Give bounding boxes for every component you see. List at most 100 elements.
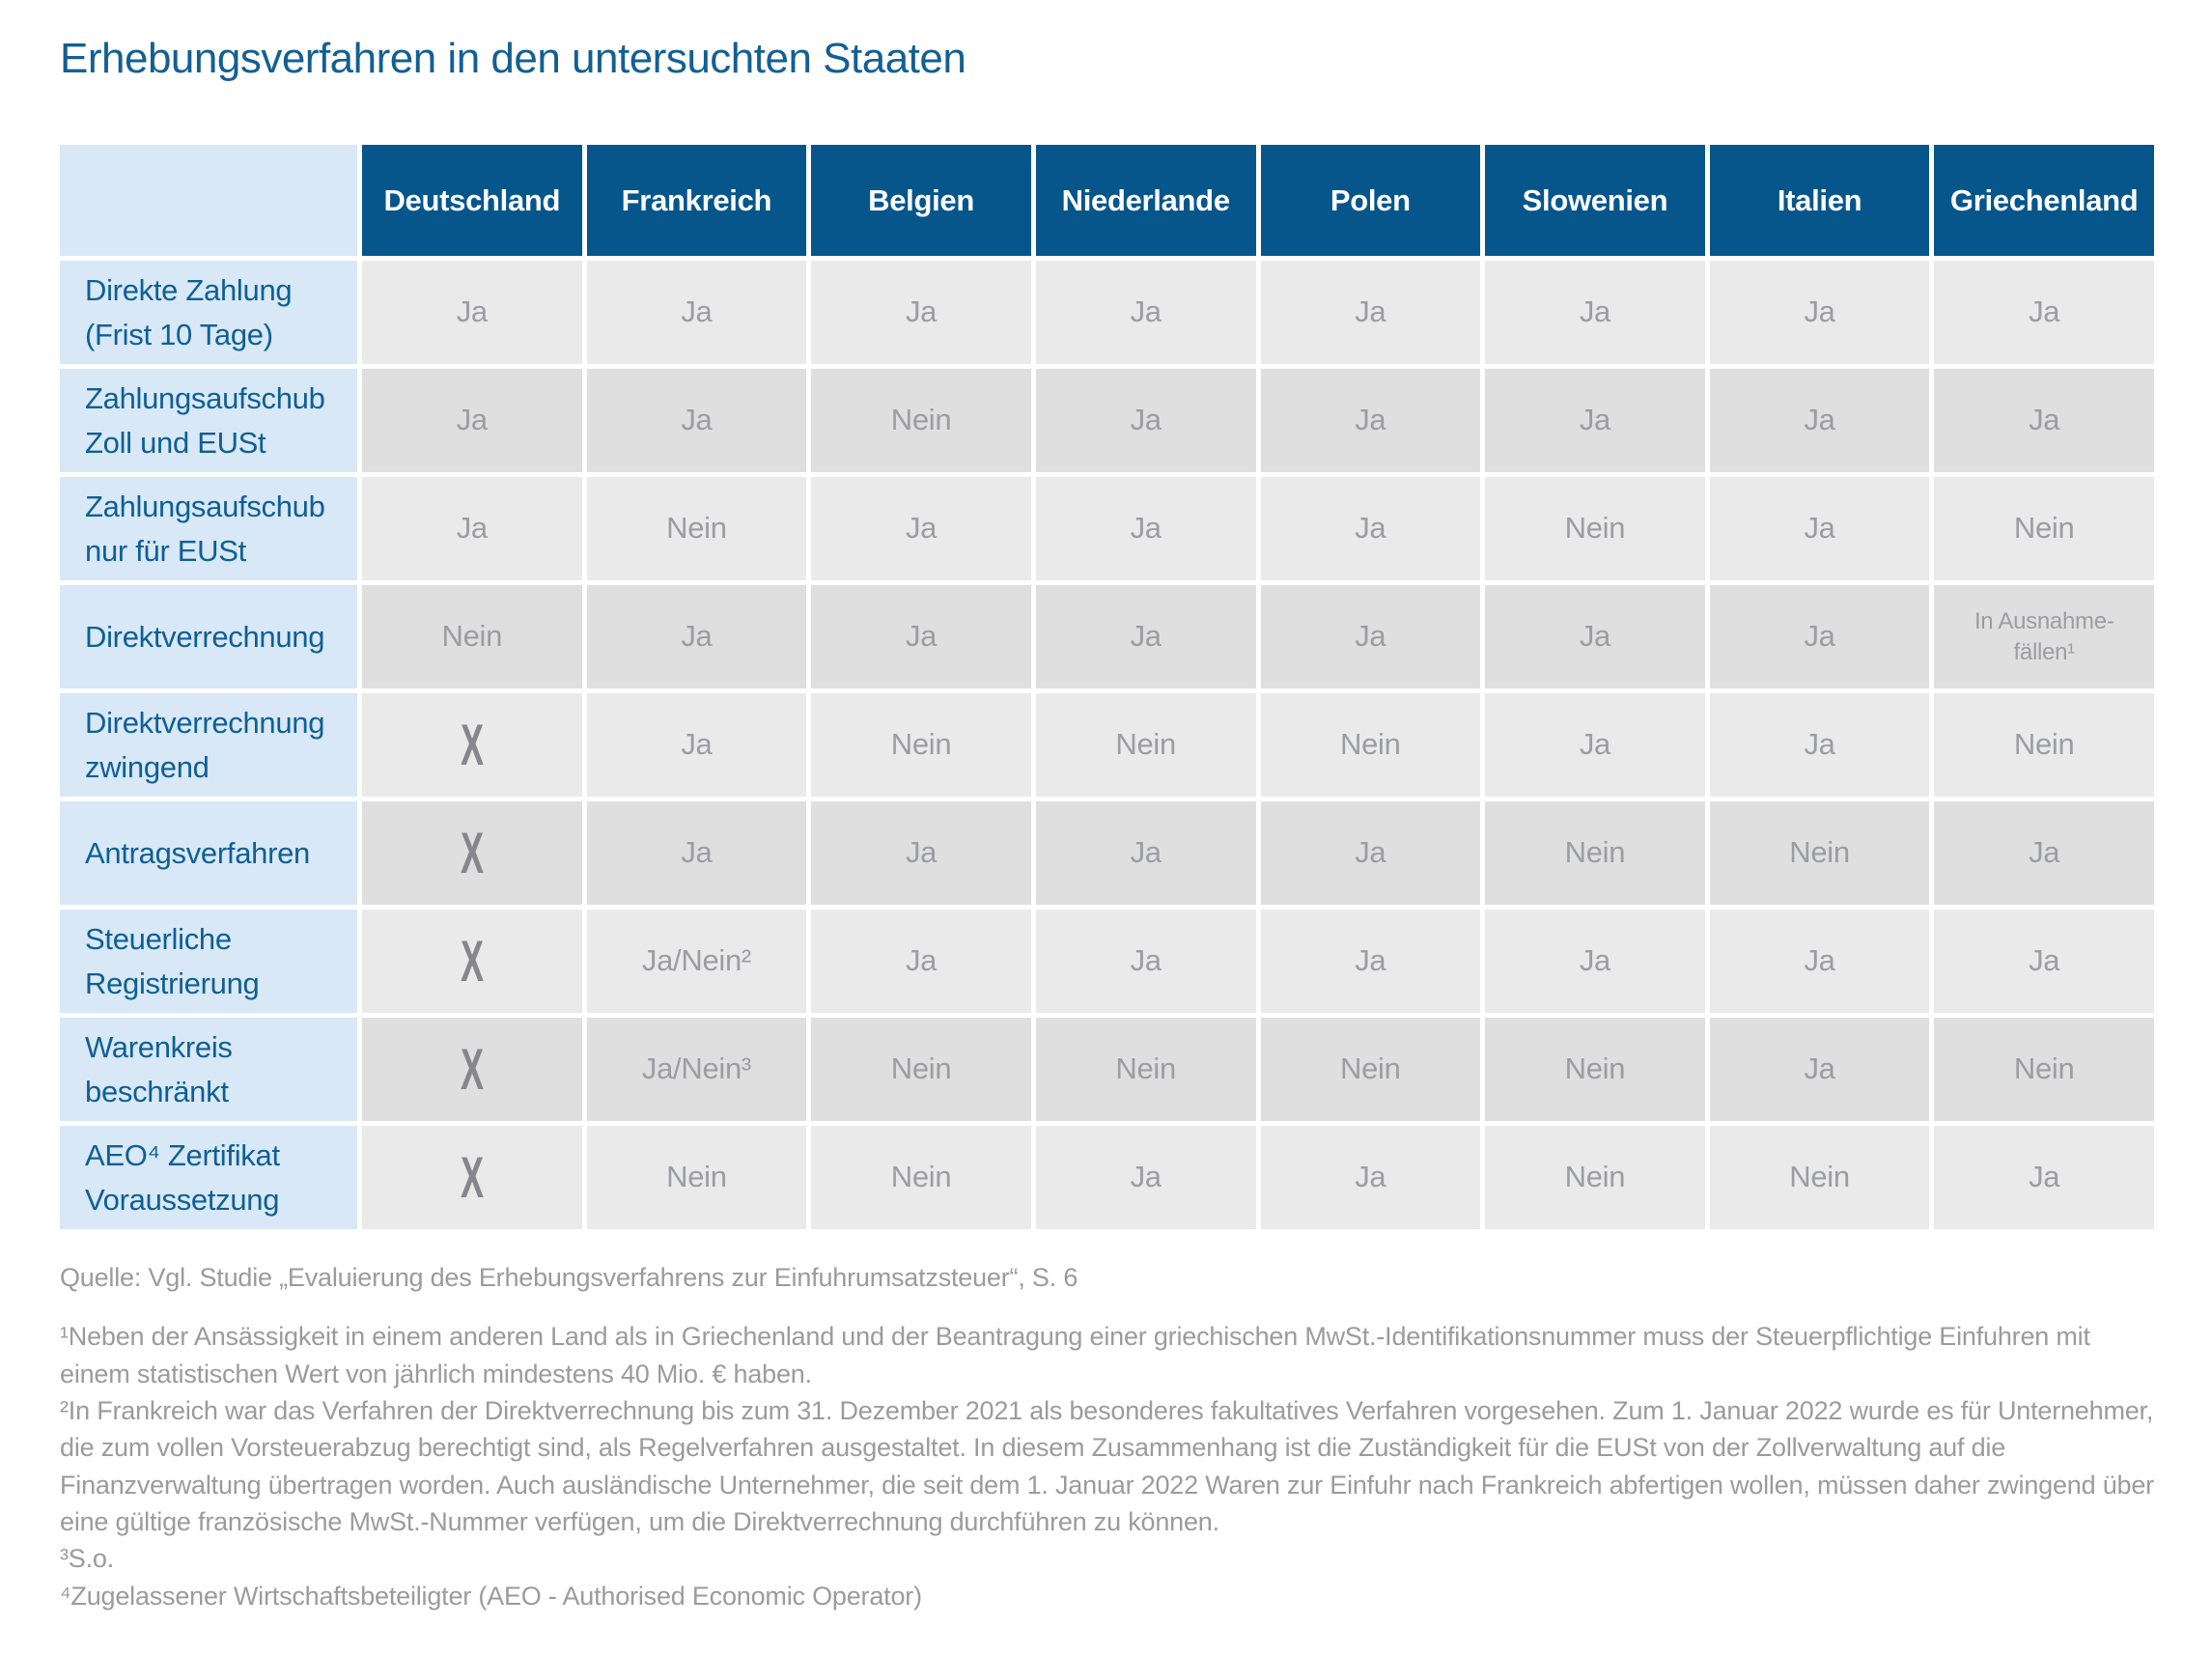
table-cell: In Ausnahme- fällen¹ [1934,585,2154,688]
table-cell: Nein [1485,1018,1705,1121]
row-label: AEO⁴ Zertifikat Voraussetzung [60,1126,357,1229]
table-cell: Nein [811,1126,1031,1229]
table-cell: Ja [586,693,807,797]
row-label: Steuerliche Registrierung [60,910,357,1013]
table-cell: Nein [1260,693,1481,797]
table-cell: Ja [1035,477,1256,580]
footnote: ⁴Zugelassener Wirtschaftsbeteiligter (AE… [60,1581,922,1611]
table-cell: X [362,1018,582,1121]
row-label: Direktverrechnung [60,585,357,688]
table-cell: Ja [1035,585,1256,688]
footnote: ³S.o. [60,1544,115,1574]
table-cell: Ja [586,585,807,688]
table-cell: Ja [1035,910,1256,1013]
table-cell: Ja [1934,910,2154,1013]
table-cell: Nein [586,1126,807,1229]
x-mark-icon: X [460,820,484,885]
x-mark-icon: X [460,1036,484,1102]
source-line: Quelle: Vgl. Studie „Evaluierung des Erh… [60,1263,1078,1292]
table-cell: Ja [1709,910,1930,1013]
row-label: Antragsverfahren [60,801,357,905]
table-cell: Ja [1934,801,2154,905]
table-cell: Ja [362,261,582,364]
table-cell: Ja [1485,585,1705,688]
table-cell: Ja [1260,477,1481,580]
table-cell: Ja [811,585,1031,688]
table-cell: Ja [586,801,807,905]
table-cell: Ja [1485,693,1705,797]
table-cell: Nein [811,1018,1031,1121]
table-cell: Ja [1709,693,1930,797]
footer: Quelle: Vgl. Studie „Evaluierung des Erh… [60,1260,2154,1614]
table-cell: Nein [1485,1126,1705,1229]
footnote: ¹Neben der Ansässigkeit in einem anderen… [60,1322,2090,1388]
table-cell: Ja [1035,1126,1256,1229]
table-cell: Ja [1485,261,1705,364]
table-cell: Ja [1260,585,1481,688]
table-cell: X [362,910,582,1013]
table-cell: Nein [1485,477,1705,580]
table-cell: Ja [811,910,1031,1013]
table-cell: Ja [1260,801,1481,905]
row-label: Zahlungsaufschub nur für EUSt [60,477,357,580]
table-cell: X [362,693,582,797]
table-cell: Ja [811,477,1031,580]
table-cell: Ja [1709,261,1930,364]
comparison-table: Deutschland Frankreich Belgien Niederlande P… [60,145,2154,1229]
table-cell: Ja/Nein² [586,910,807,1013]
footnotes-block: ¹Neben der Ansässigkeit in einem anderen… [60,1318,2154,1614]
column-header-niederlande: Niederlande [1035,145,1256,256]
table-cell: Ja [586,369,807,472]
table-cell: Ja [1934,369,2154,472]
table-cell: Nein [1934,693,2154,797]
table-cell: Ja [1934,1126,2154,1229]
column-header-frankreich: Frankreich [586,145,807,256]
table-cell: Nein [811,369,1031,472]
column-header-griechenland: Griechenland [1934,145,2154,256]
table-cell: Ja [1260,1126,1481,1229]
table-cell: X [362,801,582,905]
table-cell: Nein [1934,477,2154,580]
table-cell: Nein [1035,1018,1256,1121]
table-cell: Ja [1260,261,1481,364]
table-cell: Ja [1035,369,1256,472]
table-cell: X [362,1126,582,1229]
row-label: Warenkreis beschränkt [60,1018,357,1121]
table-cell: Nein [811,693,1031,797]
row-label: Direkte Zahlung (Frist 10 Tage) [60,261,357,364]
x-mark-icon: X [460,1144,484,1210]
table-cell: Ja [811,801,1031,905]
row-label: Zahlungsaufschub Zoll und EUSt [60,369,357,472]
table-cell: Nein [1709,1126,1930,1229]
column-header-belgien: Belgien [811,145,1031,256]
column-header-italien: Italien [1709,145,1930,256]
page-title: Erhebungsverfahren in den untersuchten S… [60,35,966,82]
table-cell: Ja [1934,261,2154,364]
table-cell: Ja [1035,261,1256,364]
table-cell: Nein [1485,801,1705,905]
table-cell: Ja [1260,369,1481,472]
column-header-polen: Polen [1260,145,1481,256]
table-cell: Nein [1260,1018,1481,1121]
table-cell: Ja [362,369,582,472]
table-cell: Nein [362,585,582,688]
table-cell: Ja [1485,910,1705,1013]
table-cell: Ja [1485,369,1705,472]
table-cell: Ja/Nein³ [586,1018,807,1121]
table-cell: Nein [586,477,807,580]
table-cell: Ja [1709,369,1930,472]
table-cell: Nein [1709,801,1930,905]
table-cell: Ja [1709,477,1930,580]
footnote: ²In Frankreich war das Verfahren der Dir… [60,1396,2154,1537]
table-cell: Nein [1035,693,1256,797]
table-cell: Ja [1709,1018,1930,1121]
table-cell: Ja [586,261,807,364]
table-cell: Nein [1934,1018,2154,1121]
table-cell: Ja [1260,910,1481,1013]
x-mark-icon: X [460,928,484,994]
table-cell: Ja [1709,585,1930,688]
x-mark-icon: X [460,712,484,777]
column-header-slowenien: Slowenien [1485,145,1705,256]
table-cell: Ja [362,477,582,580]
